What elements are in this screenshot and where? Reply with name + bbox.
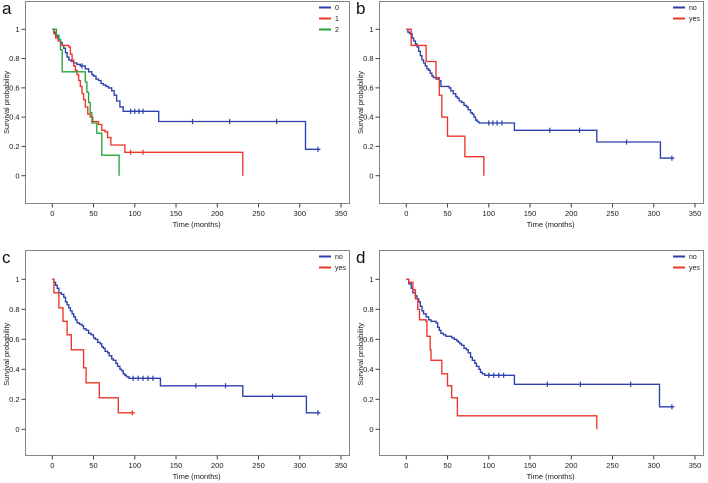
km-curve-1 [52, 28, 244, 176]
y-tick-label: 0 [15, 171, 19, 180]
km-plot-b: 0 50 100 150 200 250 300 350 0 0.2 0.4 0.6 0.8 1 Time … [356, 1, 704, 229]
y-tick-label: 1 [15, 275, 19, 284]
y-tick-label: 0.2 [9, 142, 19, 151]
x-tick-label: 0 [50, 461, 54, 470]
plot-frame [25, 1, 350, 204]
x-tick-label: 100 [129, 209, 142, 218]
x-axis-title: Time (months) [527, 472, 576, 481]
x-tick-label: 100 [129, 461, 142, 470]
x-tick-label: 0 [404, 461, 408, 470]
y-tick-label: 0.2 [363, 395, 373, 404]
panel-label-d: d [356, 248, 366, 267]
km-curve-yes [406, 278, 598, 430]
plot-frame [379, 250, 704, 456]
y-tick-label: 1 [369, 25, 373, 34]
legend-label-yes: yes [689, 265, 700, 272]
x-tick-label: 300 [293, 461, 306, 470]
y-tick-label: 0.4 [363, 365, 373, 374]
y-axis-title: Survival probability [356, 71, 365, 134]
x-tick-label: 150 [170, 209, 183, 218]
y-tick-label: 0.4 [363, 113, 373, 122]
x-tick-label: 300 [647, 461, 660, 470]
panel-label-a: a [2, 0, 12, 18]
y-tick-label: 0.6 [363, 335, 373, 344]
km-curve-no [406, 28, 675, 159]
panel-a: a 0 50 100 150 200 250 300 350 0 0.2 0.4 0.6 0.8 1 Tim… [0, 0, 354, 241]
y-tick-label: 0.8 [363, 305, 373, 314]
panel-c: c 0 50 100 150 200 250 300 350 0 0.2 0.4 0.6 0.8 1 Tim… [0, 241, 354, 483]
x-tick-label: 350 [335, 209, 348, 218]
panel-label-b: b [356, 0, 366, 18]
km-curve-no [406, 278, 675, 408]
x-tick-label: 50 [443, 461, 451, 470]
x-tick-label: 0 [50, 209, 54, 218]
x-tick-label: 50 [89, 209, 97, 218]
x-tick-label: 50 [443, 209, 451, 218]
x-tick-label: 50 [89, 461, 97, 470]
y-tick-label: 0.6 [9, 83, 19, 92]
legend-label-1: 1 [335, 16, 339, 23]
y-tick-label: 0 [15, 425, 19, 434]
x-tick-label: 150 [524, 461, 537, 470]
x-tick-label: 150 [170, 461, 183, 470]
x-tick-label: 150 [524, 209, 537, 218]
km-curve-yes [52, 278, 135, 414]
km-curve-2 [52, 28, 120, 176]
x-tick-label: 200 [211, 209, 224, 218]
x-tick-label: 350 [689, 209, 702, 218]
legend-label-no: no [689, 254, 697, 261]
y-tick-label: 0.4 [9, 365, 19, 374]
legend-label-yes: yes [335, 265, 346, 272]
x-axis-title: Time (months) [173, 220, 222, 229]
plot-frame [379, 1, 704, 204]
x-tick-label: 250 [606, 461, 619, 470]
y-tick-label: 0 [369, 171, 373, 180]
x-tick-label: 300 [647, 209, 660, 218]
x-tick-label: 350 [689, 461, 702, 470]
km-plot-c: 0 50 100 150 200 250 300 350 0 0.2 0.4 0.6 0.8 1 Time … [2, 250, 350, 481]
y-tick-label: 0.2 [363, 142, 373, 151]
y-tick-label: 0 [369, 425, 373, 434]
y-tick-label: 1 [369, 275, 373, 284]
y-tick-label: 1 [15, 25, 19, 34]
y-axis-title: Survival probability [2, 71, 11, 134]
x-tick-label: 200 [565, 461, 578, 470]
x-tick-label: 100 [483, 209, 496, 218]
y-tick-label: 0.6 [363, 83, 373, 92]
y-tick-label: 0.2 [9, 395, 19, 404]
panel-label-c: c [2, 248, 11, 267]
x-axis-title: Time (months) [527, 220, 576, 229]
legend-label-yes: yes [689, 16, 700, 23]
y-tick-label: 0.8 [9, 305, 19, 314]
x-tick-label: 250 [252, 209, 265, 218]
x-tick-label: 0 [404, 209, 408, 218]
x-tick-label: 350 [335, 461, 348, 470]
km-plot-a: 0 50 100 150 200 250 300 350 0 0.2 0.4 0.6 0.8 1 Time … [2, 1, 350, 229]
x-tick-label: 200 [565, 209, 578, 218]
panel-d: d 0 50 100 150 200 250 300 350 0 0.2 0.4 0.6 0.8 1 Tim… [354, 241, 708, 483]
y-tick-label: 0.6 [9, 335, 19, 344]
panel-b: b 0 50 100 150 200 250 300 350 0 0.2 0.4 0.6 0.8 1 Tim… [354, 0, 708, 241]
x-tick-label: 250 [606, 209, 619, 218]
km-plot-d: 0 50 100 150 200 250 300 350 0 0.2 0.4 0.6 0.8 1 Time … [356, 250, 704, 481]
legend-label-no: no [335, 254, 343, 261]
y-axis-title: Survival probability [356, 323, 365, 386]
x-tick-label: 100 [483, 461, 496, 470]
legend-label-2: 2 [335, 27, 339, 34]
km-curve-no [52, 278, 321, 414]
legend-label-0: 0 [335, 5, 339, 12]
legend-label-no: no [689, 5, 697, 12]
y-tick-label: 0.8 [363, 54, 373, 63]
x-tick-label: 300 [293, 209, 306, 218]
km-curve-yes [406, 28, 485, 176]
x-tick-label: 250 [252, 461, 265, 470]
y-tick-label: 0.8 [9, 54, 19, 63]
x-axis-title: Time (months) [173, 472, 222, 481]
km-curve-0 [52, 28, 321, 150]
x-tick-label: 200 [211, 461, 224, 470]
y-axis-title: Survival probability [2, 323, 11, 386]
y-tick-label: 0.4 [9, 113, 19, 122]
plot-frame [25, 250, 350, 456]
